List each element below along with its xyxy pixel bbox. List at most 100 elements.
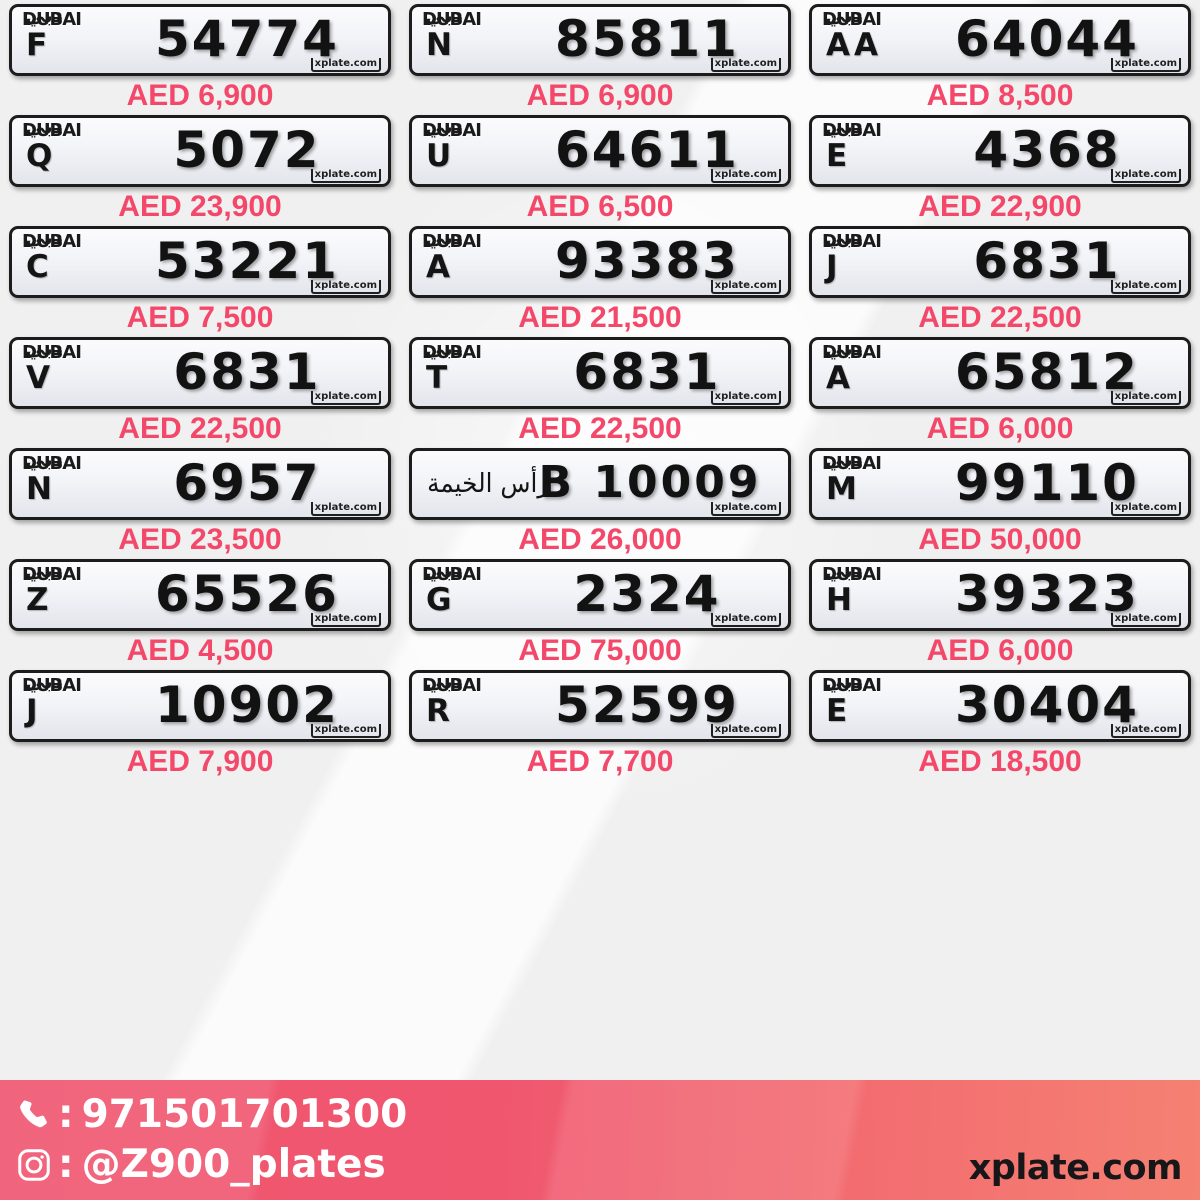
- plate-emirate-section: DUBAI دبي G: [412, 562, 520, 628]
- license-plate[interactable]: DUBAI دبي Q 5072 xplate.com: [9, 115, 391, 187]
- plate-price: AED 22,500: [118, 412, 282, 445]
- plate-watermark: xplate.com: [310, 724, 381, 738]
- plate-watermark: xplate.com: [310, 169, 381, 183]
- emirate-emblem: DUBAI دبي: [822, 5, 902, 29]
- phone-contact-line[interactable]: : 971501701300: [14, 1091, 407, 1139]
- license-plate[interactable]: DUBAI دبي H 39323 xplate.com: [809, 559, 1191, 631]
- plate-watermark: xplate.com: [710, 613, 781, 627]
- emirate-emblem: DUBAI دبي: [422, 562, 502, 585]
- license-plate[interactable]: DUBAI دبي E 30404 xplate.com: [809, 670, 1191, 742]
- license-plate[interactable]: DUBAI دبي A 65812 xplate.com: [809, 337, 1191, 409]
- license-plate[interactable]: DUBAI دبي Z 65526 xplate.com: [9, 559, 391, 631]
- plate-price: AED 23,500: [118, 523, 282, 556]
- license-plate[interactable]: DUBAI دبي A 93383 xplate.com: [409, 226, 791, 298]
- emirate-label-latin: DUBAI: [422, 564, 482, 585]
- instagram-icon: [14, 1145, 54, 1185]
- plate-listing-card[interactable]: DUBAI دبي G 2324 xplate.com AED 75,000: [400, 559, 800, 670]
- emirate-label-latin: DUBAI: [822, 120, 882, 141]
- plate-listing-card[interactable]: DUBAI دبي H 39323 xplate.com AED 6,000: [800, 559, 1200, 670]
- emirate-label-latin: DUBAI: [22, 453, 82, 474]
- plate-emirate-section: DUBAI دبي V: [12, 340, 120, 406]
- plate-listing-card[interactable]: DUBAI دبي U 64611 xplate.com AED 6,500: [400, 115, 800, 226]
- plate-code: T: [426, 360, 451, 396]
- plate-listing-card[interactable]: DUBAI دبي V 6831 xplate.com AED 22,500: [0, 337, 400, 448]
- plate-code: J: [826, 249, 841, 285]
- plate-listing-card[interactable]: DUBAI دبي N 6957 xplate.com AED 23,500: [0, 448, 400, 559]
- license-plate[interactable]: رأس الخيمة B 10009 xplate.com: [409, 448, 791, 520]
- license-plate[interactable]: DUBAI دبي T 6831 xplate.com: [409, 337, 791, 409]
- plate-code: V: [26, 360, 53, 396]
- license-plate[interactable]: DUBAI دبي J 10902 xplate.com: [9, 670, 391, 742]
- plate-row: DUBAI دبي Q 5072 xplate.com AED 23,900 DUBAI دب…: [0, 115, 1200, 226]
- plate-wrap: DUBAI دبي A 93383 xplate.com: [403, 226, 797, 300]
- plate-listing-card[interactable]: DUBAI دبي A 65812 xplate.com AED 6,000: [800, 337, 1200, 448]
- emirate-emblem: DUBAI دبي: [422, 338, 502, 362]
- plate-listing-card[interactable]: DUBAI دبي Q 5072 xplate.com AED 23,900: [0, 115, 400, 226]
- emirate-label-arabic: دبي: [825, 5, 864, 27]
- license-plate[interactable]: DUBAI دبي M 99110 xplate.com: [809, 448, 1191, 520]
- emirate-label-arabic: دبي: [425, 338, 464, 360]
- plate-listing-card[interactable]: DUBAI دبي J 6831 xplate.com AED 22,500: [800, 226, 1200, 337]
- plate-listing-card[interactable]: DUBAI دبي C 53221 xplate.com AED 7,500: [0, 226, 400, 337]
- plate-wrap: DUBAI دبي J 10902 xplate.com: [3, 670, 397, 744]
- plate-listing-card[interactable]: DUBAI دبي R 52599 xplate.com AED 7,700: [400, 670, 800, 781]
- plate-emirate-section: رأس الخيمة: [412, 451, 549, 517]
- instagram-contact-line[interactable]: : @Z900_plates: [14, 1141, 407, 1189]
- plate-number: 53221: [155, 232, 339, 290]
- plate-listing-card[interactable]: رأس الخيمة B 10009 xplate.com AED 26,000: [400, 448, 800, 559]
- plate-code: A: [826, 360, 853, 396]
- plate-listing-card[interactable]: DUBAI دبي J 10902 xplate.com AED 7,900: [0, 670, 400, 781]
- plate-wrap: DUBAI دبي R 52599 xplate.com: [403, 670, 797, 744]
- plate-number: 93383: [555, 232, 739, 290]
- plate-number: 6831: [173, 343, 321, 401]
- license-plate[interactable]: DUBAI دبي U 64611 xplate.com: [409, 115, 791, 187]
- plate-wrap: DUBAI دبي A 65812 xplate.com: [803, 337, 1197, 411]
- plate-listing-card[interactable]: DUBAI دبي T 6831 xplate.com AED 22,500: [400, 337, 800, 448]
- plate-price: AED 21,500: [518, 301, 682, 334]
- plate-price: AED 7,900: [126, 745, 274, 778]
- emirate-emblem: DUBAI دبي: [422, 673, 502, 695]
- plate-price: AED 6,000: [926, 634, 1074, 667]
- emirate-emblem: DUBAI دبي: [22, 451, 102, 474]
- license-plate[interactable]: DUBAI دبي N 6957 xplate.com: [9, 448, 391, 520]
- plate-price: AED 22,900: [918, 190, 1082, 223]
- plate-listing-card[interactable]: DUBAI دبي E 30404 xplate.com AED 18,500: [800, 670, 1200, 781]
- plate-watermark: xplate.com: [1110, 391, 1181, 405]
- license-plate[interactable]: DUBAI دبي R 52599 xplate.com: [409, 670, 791, 742]
- plate-wrap: DUBAI دبي E 4368 xplate.com: [803, 115, 1197, 189]
- license-plate[interactable]: DUBAI دبي AA 64044 xplate.com: [809, 4, 1191, 76]
- license-plate[interactable]: DUBAI دبي F 54774 xplate.com: [9, 4, 391, 76]
- plate-listing-card[interactable]: DUBAI دبي F 54774 xplate.com AED 6,900: [0, 4, 400, 115]
- plate-code: N: [426, 27, 455, 63]
- plate-number: 4368: [973, 121, 1121, 179]
- license-plate[interactable]: DUBAI دبي E 4368 xplate.com: [809, 115, 1191, 187]
- license-plate[interactable]: DUBAI دبي N 85811 xplate.com: [409, 4, 791, 76]
- plate-wrap: DUBAI دبي N 6957 xplate.com: [3, 448, 397, 522]
- instagram-handle: @Z900_plates: [81, 1142, 386, 1187]
- plate-listing-card[interactable]: DUBAI دبي M 99110 xplate.com AED 50,000: [800, 448, 1200, 559]
- emirate-label-latin: DUBAI: [822, 231, 882, 252]
- emirate-emblem: DUBAI دبي: [422, 118, 502, 140]
- emirate-label-latin: DUBAI: [822, 453, 882, 474]
- plate-emirate-section: DUBAI دبي M: [812, 451, 920, 517]
- emirate-emblem: DUBAI دبي: [822, 562, 902, 584]
- plate-emirate-section: DUBAI دبي N: [412, 7, 520, 73]
- plate-listing-card[interactable]: DUBAI دبي AA 64044 xplate.com AED 8,500: [800, 4, 1200, 115]
- plate-price: AED 7,700: [526, 745, 674, 778]
- plate-listing-card[interactable]: DUBAI دبي E 4368 xplate.com AED 22,900: [800, 115, 1200, 226]
- plate-number: 65526: [155, 565, 339, 623]
- plate-listing-card[interactable]: DUBAI دبي N 85811 xplate.com AED 6,900: [400, 4, 800, 115]
- license-plate[interactable]: DUBAI دبي V 6831 xplate.com: [9, 337, 391, 409]
- plate-price: AED 6,900: [126, 79, 274, 112]
- plate-listing-card[interactable]: DUBAI دبي Z 65526 xplate.com AED 4,500: [0, 559, 400, 670]
- license-plate[interactable]: DUBAI دبي C 53221 xplate.com: [9, 226, 391, 298]
- emirate-emblem: DUBAI دبي: [822, 451, 902, 474]
- plate-grid: DUBAI دبي F 54774 xplate.com AED 6,900 DUBAI دب…: [0, 4, 1200, 781]
- emirate-emblem: DUBAI دبي: [822, 673, 902, 695]
- license-plate[interactable]: DUBAI دبي G 2324 xplate.com: [409, 559, 791, 631]
- license-plate[interactable]: DUBAI دبي J 6831 xplate.com: [809, 226, 1191, 298]
- plate-listing-card[interactable]: DUBAI دبي A 93383 xplate.com AED 21,500: [400, 226, 800, 337]
- plate-number: 5072: [173, 121, 321, 179]
- plate-number: 99110: [955, 454, 1139, 512]
- plate-emirate-section: DUBAI دبي N: [12, 451, 120, 517]
